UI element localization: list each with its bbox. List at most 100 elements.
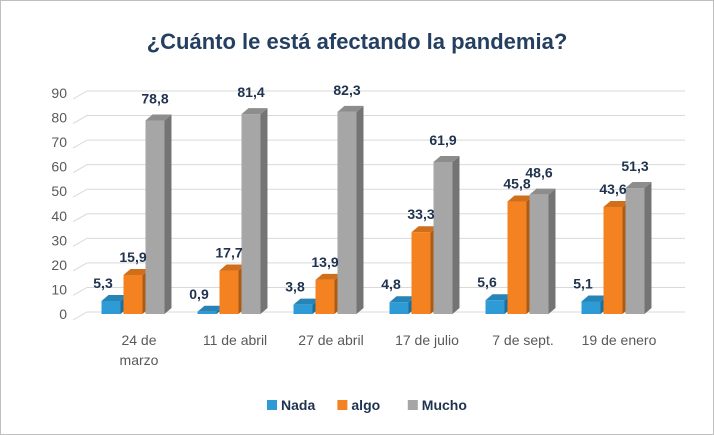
- bar-front: [145, 120, 165, 314]
- legend-item-nada: Nada: [267, 397, 315, 413]
- legend-swatch: [337, 400, 348, 410]
- bar-mucho: [145, 114, 172, 314]
- bar-top: [603, 200, 630, 207]
- bar-front: [581, 301, 601, 314]
- bar-front: [219, 270, 239, 314]
- x-tick-label: 27 de abril: [298, 332, 363, 348]
- bar-front: [411, 232, 431, 314]
- data-label: 78,8: [141, 91, 168, 107]
- gridline: [72, 286, 685, 296]
- bar-front: [389, 302, 409, 314]
- bar-front: [337, 111, 357, 314]
- data-label: 81,4: [237, 84, 264, 100]
- bar-mucho: [625, 182, 652, 314]
- bar-top: [507, 195, 534, 202]
- chart-title: ¿Cuánto le está afectando la pandemia?: [147, 29, 568, 54]
- y-tick-label: 10: [51, 281, 67, 297]
- bar-front: [241, 114, 261, 315]
- bar-top: [389, 296, 416, 303]
- bar-top: [123, 268, 150, 275]
- bar-mucho: [241, 108, 268, 315]
- bar-side: [548, 188, 556, 314]
- bar-top: [219, 264, 246, 271]
- bar-algo: [315, 273, 342, 314]
- legend-label: algo: [351, 397, 380, 413]
- bar-top: [625, 182, 652, 189]
- y-tick-label: 30: [51, 232, 67, 248]
- y-tick-label: 70: [51, 134, 67, 150]
- data-label: 45,8: [503, 176, 530, 192]
- x-tick-label: 24 de marzo: [120, 332, 159, 368]
- data-label: 17,7: [215, 245, 242, 261]
- x-tick-label: 19 de enero: [582, 332, 657, 348]
- gridline: [72, 262, 685, 272]
- y-tick-label: 20: [51, 257, 67, 273]
- gridline: [72, 164, 685, 174]
- bar-top: [529, 188, 556, 195]
- bar-side: [644, 182, 652, 314]
- x-tick-label: 11 de abril: [203, 332, 267, 348]
- bar-top: [581, 295, 608, 302]
- gridline: [72, 188, 685, 198]
- bar-front: [507, 201, 527, 314]
- bar-top: [241, 108, 268, 115]
- bar-front: [433, 162, 453, 314]
- bar-mucho: [433, 156, 460, 314]
- bar-front: [485, 300, 505, 314]
- bar-top: [293, 298, 320, 305]
- bar-front: [315, 279, 335, 314]
- legend-item-algo: algo: [337, 397, 380, 413]
- bars: [101, 105, 652, 315]
- bar-side: [356, 105, 364, 314]
- data-label: 15,9: [119, 249, 146, 265]
- data-label: 5,1: [573, 275, 593, 291]
- y-tick-label: 0: [59, 306, 67, 322]
- data-label: 61,9: [429, 132, 456, 148]
- legend-label: Mucho: [422, 397, 467, 413]
- bar-side: [260, 108, 268, 315]
- legend-label: Nada: [281, 397, 315, 413]
- data-label: 82,3: [333, 82, 360, 98]
- data-label: 3,8: [285, 279, 305, 295]
- bar-top: [315, 273, 342, 280]
- data-labels: 5,3 15,9 78,8 0,9 17,7 81,4 3,8 13,9 82,3 4,8 33,3…: [93, 82, 649, 302]
- bar-top: [337, 105, 364, 112]
- data-label: 48,6: [525, 165, 552, 181]
- data-label: 43,6: [599, 181, 626, 197]
- bar-front: [123, 274, 143, 314]
- bar-front: [293, 304, 313, 314]
- bar-top: [145, 114, 172, 121]
- data-label: 4,8: [381, 276, 401, 292]
- bar-mucho: [529, 188, 556, 314]
- data-label: 13,9: [311, 254, 338, 270]
- gridline: [72, 237, 685, 247]
- gridline: [72, 90, 685, 100]
- bar-top: [433, 156, 460, 163]
- gridline: [72, 115, 685, 124]
- y-tick-label: 90: [51, 85, 67, 101]
- x-axis: 24 de marzo 11 de abril 27 de abril 17 de ju…: [120, 332, 657, 368]
- data-label: 51,3: [621, 158, 648, 174]
- gridline: [72, 213, 685, 223]
- bar-front: [197, 311, 217, 314]
- x-tick-label: 17 de julio: [395, 332, 459, 348]
- data-label: 5,3: [93, 275, 113, 291]
- legend-swatch: [407, 400, 418, 410]
- x-tick-label: 7 de sept.: [492, 332, 554, 348]
- y-tick-label: 40: [51, 208, 67, 224]
- bar-front: [625, 188, 645, 314]
- bar-side: [452, 156, 460, 314]
- bar-front: [529, 194, 549, 314]
- y-axis: 0 10 20 30 40 50 60 70 80 90: [51, 85, 67, 322]
- gridline: [72, 139, 685, 149]
- bar-top: [101, 294, 128, 301]
- y-tick-label: 50: [51, 183, 67, 199]
- y-tick-label: 80: [51, 110, 67, 126]
- bar-top: [411, 226, 438, 233]
- legend: Nada algo Mucho: [267, 397, 467, 413]
- bar-top: [485, 294, 512, 301]
- bar-mucho: [337, 105, 364, 314]
- bar-top: [197, 305, 224, 312]
